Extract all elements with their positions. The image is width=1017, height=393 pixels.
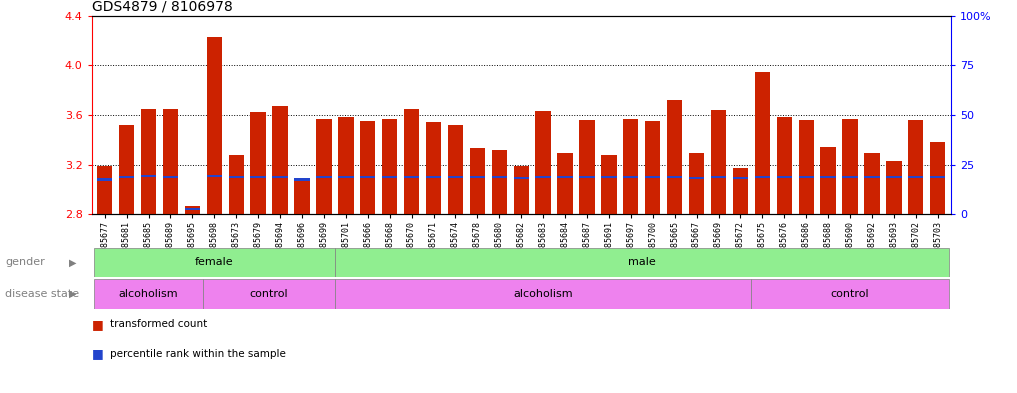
Bar [752,279,949,309]
Text: percentile rank within the sample: percentile rank within the sample [110,349,286,359]
Bar [426,176,441,178]
Bar [335,279,752,309]
Bar [250,112,265,214]
Bar [864,176,880,178]
Bar [667,176,682,178]
Bar [273,176,288,178]
Bar [163,109,178,214]
Text: transformed count: transformed count [110,319,207,329]
Bar [185,206,200,214]
Bar [382,119,398,214]
Bar [206,37,222,214]
Bar [623,119,639,214]
Text: control: control [831,289,870,299]
Bar [777,176,792,178]
Bar [250,176,265,178]
Bar [667,100,682,214]
Bar [203,279,335,309]
Bar [536,176,551,178]
Bar [294,180,309,214]
Bar [580,120,595,214]
Bar [798,120,814,214]
Bar [601,155,616,214]
Bar [163,176,178,178]
Bar [689,177,704,180]
Bar [908,176,923,178]
Bar [229,155,244,214]
Bar [733,177,749,180]
Bar [316,119,332,214]
Text: alcoholism: alcoholism [119,289,178,299]
Bar [821,176,836,178]
Bar [931,176,946,178]
Text: disease state: disease state [5,289,79,299]
Text: female: female [195,257,234,267]
Bar [623,176,639,178]
Bar [798,176,814,178]
Bar [273,106,288,214]
Bar [185,208,200,211]
Bar [339,176,354,178]
Text: ■: ■ [92,347,104,360]
Bar [557,176,573,178]
Bar [294,178,309,181]
Bar [689,153,704,214]
Bar [360,121,375,214]
Bar [755,72,770,214]
Bar [580,176,595,178]
Bar [557,153,573,214]
Bar [94,248,335,277]
Bar [404,109,419,214]
Bar [141,109,157,214]
Bar [141,175,157,177]
Bar [339,118,354,214]
Bar [119,125,134,214]
Text: gender: gender [5,257,45,267]
Bar [908,120,923,214]
Bar [864,153,880,214]
Bar [842,119,857,214]
Bar [360,176,375,178]
Text: male: male [627,257,656,267]
Bar [931,142,946,214]
Bar [886,161,901,214]
Bar [711,176,726,178]
Bar [536,111,551,214]
Bar [491,176,506,178]
Bar [755,176,770,178]
Bar [886,176,901,178]
Bar [335,248,949,277]
Bar [514,166,529,214]
Bar [821,147,836,214]
Bar [97,166,112,214]
Bar [842,176,857,178]
Bar [711,110,726,214]
Bar [470,176,485,178]
Bar [777,118,792,214]
Bar [94,279,203,309]
Bar [601,176,616,178]
Bar [206,175,222,177]
Text: control: control [250,289,289,299]
Bar [447,125,463,214]
Bar [491,150,506,214]
Bar [119,176,134,178]
Bar [229,176,244,178]
Title: GDS4879 / 8106978: GDS4879 / 8106978 [92,0,232,13]
Bar [470,149,485,214]
Bar [447,176,463,178]
Bar [404,176,419,178]
Text: ▶: ▶ [69,257,76,267]
Bar [733,168,749,214]
Bar [645,121,660,214]
Text: ▶: ▶ [69,289,76,299]
Bar [97,178,112,181]
Text: ■: ■ [92,318,104,331]
Text: alcoholism: alcoholism [514,289,573,299]
Bar [382,176,398,178]
Bar [645,176,660,178]
Bar [426,122,441,214]
Bar [514,177,529,180]
Bar [316,176,332,178]
